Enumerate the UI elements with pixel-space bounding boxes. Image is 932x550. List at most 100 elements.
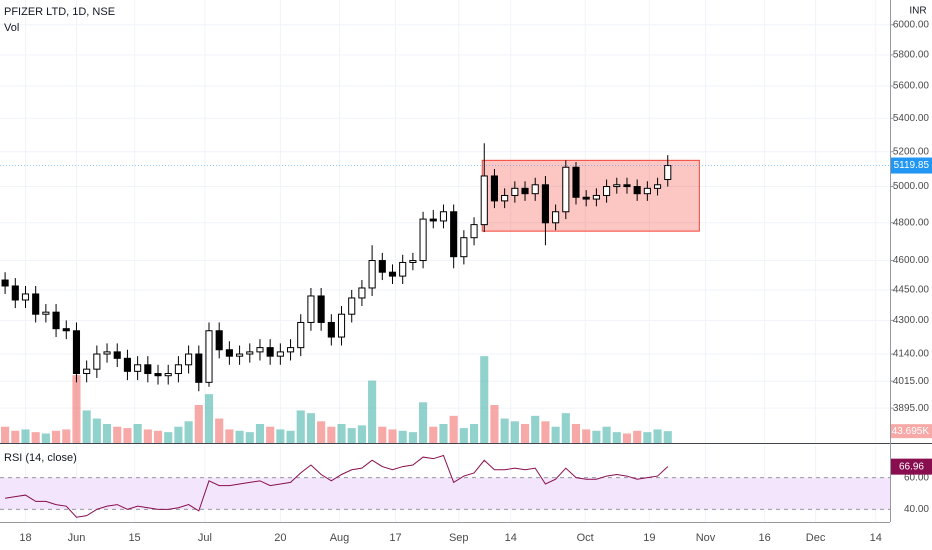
candle-body [552,211,560,224]
volume-bar [31,432,40,443]
x-tick-label: 19 [643,532,655,544]
candle-body [307,295,315,323]
y-tick-label: 5200.00 [893,146,930,157]
candle-body [286,347,295,353]
candle-body [154,373,162,377]
candle-body [490,175,499,202]
candle-body [541,184,549,224]
volume-bar [62,429,71,443]
candle-body [11,285,19,301]
range-box [481,159,700,232]
candle-body [429,218,437,222]
candle-body [562,166,570,213]
x-tick-label: Dec [806,532,826,544]
candle-body [246,351,254,355]
volume-bar [368,380,377,443]
volume-legend: Vol [4,22,19,34]
rsi-badge [891,458,932,475]
candle-body [174,364,182,375]
candle-body [297,321,305,349]
candle-body [42,311,50,315]
candle-body [32,293,40,315]
volume-bar [21,429,30,443]
volume-bar [296,410,305,443]
volume-bar [194,405,203,443]
candle-body [144,364,152,375]
volume-bar [204,394,214,443]
x-tick-label: 14 [505,532,517,544]
candle-body [460,237,468,258]
candle-body [225,349,233,357]
x-tick-label: 18 [19,532,31,544]
candle-body [470,224,478,239]
rsi-legend: RSI (14, close) [4,452,77,464]
volume-bar [480,356,489,443]
candle-body [654,184,662,189]
candle-body [582,196,590,200]
candle-body [185,353,193,366]
x-tick-label: Jun [68,532,86,544]
rsi-value-label: 66.96 [899,461,924,472]
volume-bar [102,424,112,443]
candle-body [215,330,223,351]
candle-body [83,368,91,375]
volume-bar [133,424,142,443]
candle-body [348,297,356,315]
candle-body [256,347,264,353]
candle-body [643,187,651,195]
volume-bar [469,424,479,443]
volume-bar [643,432,652,443]
candle-body [501,194,509,202]
candle-body [419,218,427,262]
volume-bar [82,410,91,443]
x-tick-label: 20 [274,532,286,544]
y-tick-label: 4600.00 [893,255,930,266]
x-tick-label: 14 [870,532,882,544]
candle-body [276,351,284,357]
candle-body [195,353,203,383]
volume-bar [541,421,550,443]
volume-bar [276,429,285,443]
candle-body [521,187,529,195]
y-tick-label: 4450.00 [893,285,930,296]
volume-bar [225,429,234,443]
volume-bar [306,413,315,443]
x-tick-label: 17 [389,532,401,544]
y-tick-label: 4015.00 [893,376,930,387]
rsi-pane [0,454,890,518]
candle-body [236,353,244,357]
volume-bar [286,430,295,443]
volume-bar [255,424,265,443]
volume-bar [663,431,672,443]
y-tick-label: 4140.00 [893,349,930,360]
volume-bar [653,429,662,443]
rsi-tick-label: 60.00 [904,472,929,483]
volume-bar [520,424,530,443]
volume-bar [347,428,356,443]
volume-bar [215,418,224,443]
candle-body [72,330,81,375]
x-tick-label: Jul [198,532,212,544]
candle-body [664,165,672,180]
rsi-line [5,454,669,518]
candle-body [337,313,346,338]
x-tick-label: Nov [696,532,716,544]
volume-badge [891,424,932,439]
volume-bar [531,415,540,443]
volume-bar [592,430,601,443]
y-tick-label: 4300.00 [893,315,930,326]
grid [0,0,890,522]
candle-body [266,347,274,357]
y-tick-label: 4800.00 [893,217,930,228]
volume-bar [113,426,122,443]
rsi-tick-label: 40.00 [904,504,929,515]
candle-body [103,351,111,355]
x-tick-label: Oct [577,532,594,544]
annotations [481,159,700,232]
candle-body [1,279,9,287]
volume-bar [398,430,407,443]
candles [1,143,672,392]
candle-body [439,211,448,222]
symbol-title: PFIZER LTD, 1D, NSE [4,6,115,18]
volume-bar [582,429,591,443]
